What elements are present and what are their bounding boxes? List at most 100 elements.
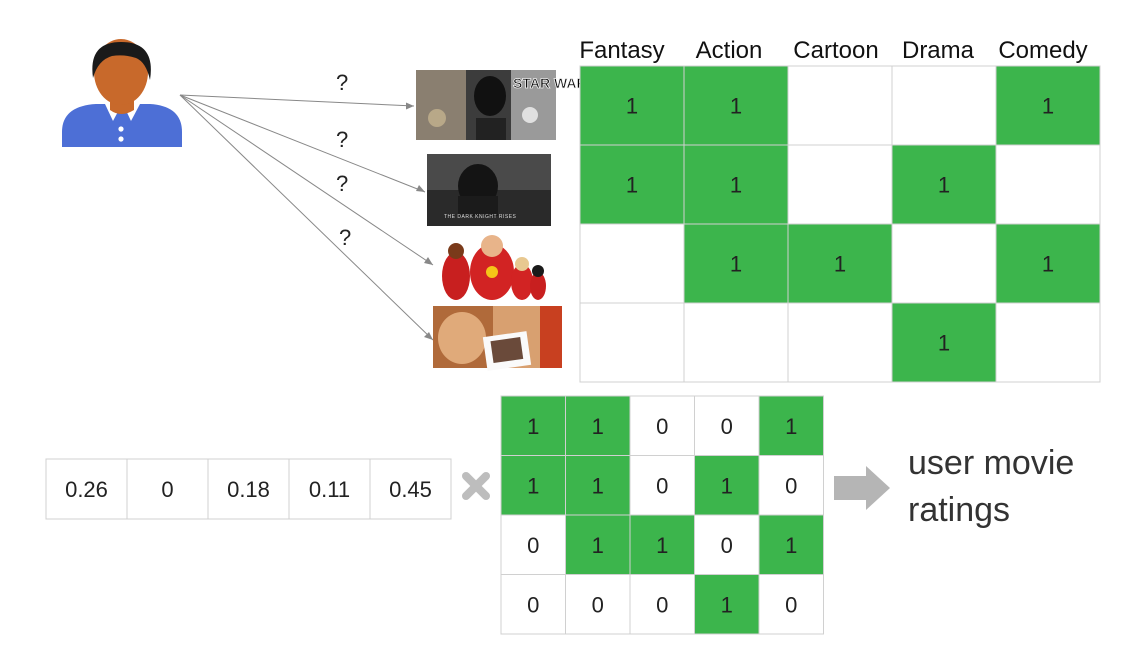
incredibles-poster[interactable] <box>434 228 548 300</box>
connector-arrowheads <box>406 102 433 340</box>
binary-cell-value: 0 <box>656 592 668 617</box>
vector-value: 0.45 <box>389 477 432 502</box>
binary-cell-value: 0 <box>721 414 733 439</box>
vector-cell <box>369 458 452 520</box>
genre-cell <box>579 302 685 383</box>
binary-cell <box>694 514 760 575</box>
star-wars-poster[interactable]: STAR WARS <box>416 70 596 140</box>
genre-cell <box>683 144 789 225</box>
vector-value: 0.18 <box>227 477 270 502</box>
binary-cell <box>565 455 631 516</box>
vector-cell <box>207 458 290 520</box>
binary-cell <box>565 395 631 456</box>
memento-poster[interactable] <box>433 306 562 371</box>
binary-cell-value: 1 <box>721 592 733 617</box>
vector-value: 0.26 <box>65 477 108 502</box>
genre-cell <box>683 302 789 383</box>
genre-cell <box>995 65 1101 146</box>
binary-cell <box>500 455 566 516</box>
genre-cell-value: 1 <box>938 173 950 198</box>
vector-cell <box>45 458 128 520</box>
binary-cell-value: 0 <box>527 592 539 617</box>
binary-cell-value: 0 <box>785 592 797 617</box>
vector-value: 0.11 <box>309 477 350 502</box>
dark-knight-title: THE DARK KNIGHT RISES <box>444 214 517 220</box>
genre-cell-value: 1 <box>626 94 638 119</box>
genre-cell <box>891 302 997 383</box>
question-mark-3: ? <box>336 171 348 196</box>
right-arrow-icon <box>834 466 890 510</box>
genre-cell <box>683 223 789 304</box>
binary-cell <box>565 514 631 575</box>
genre-header-cartoon: Cartoon <box>793 37 878 64</box>
binary-cell <box>758 514 824 575</box>
binary-cell-value: 0 <box>527 533 539 558</box>
genre-cells: 1 1 1 1 1 1 1 1 1 1 <box>579 65 1101 383</box>
genre-cell <box>891 65 997 146</box>
genre-header-comedy: Comedy <box>998 37 1087 64</box>
binary-cell <box>500 574 566 635</box>
question-mark-2: ? <box>336 127 348 152</box>
genre-cell <box>891 223 997 304</box>
genre-cell <box>787 144 893 225</box>
binary-cell-value: 1 <box>721 473 733 498</box>
question-mark-1: ? <box>336 70 348 95</box>
binary-cell <box>629 574 695 635</box>
binary-cell <box>694 455 760 516</box>
genre-cell-value: 1 <box>938 331 950 356</box>
genre-header-drama: Drama <box>902 37 975 64</box>
connector-line-2 <box>179 94 426 193</box>
genre-cell <box>787 302 893 383</box>
genre-cell-value: 1 <box>1042 252 1054 277</box>
binary-cell <box>500 395 566 456</box>
binary-cell-value: 0 <box>785 473 797 498</box>
binary-cell-value: 1 <box>785 533 797 558</box>
connector-line-3 <box>179 94 434 266</box>
genre-cell <box>787 65 893 146</box>
binary-cell-value: 1 <box>656 533 668 558</box>
binary-cell <box>565 574 631 635</box>
binary-cell <box>758 455 824 516</box>
binary-cell <box>758 574 824 635</box>
genre-header-fantasy: Fantasy <box>579 37 664 64</box>
connector-line-1 <box>179 94 415 107</box>
binary-cell <box>694 395 760 456</box>
binary-cell <box>694 574 760 635</box>
genre-cell-value: 1 <box>730 94 742 119</box>
connector-lines <box>179 94 434 341</box>
binary-cell-value: 1 <box>592 533 604 558</box>
user-avatar-icon <box>62 39 182 147</box>
genre-headers: Fantasy Action Cartoon Drama Comedy <box>579 37 1087 64</box>
genre-header-action: Action <box>696 37 763 64</box>
genre-cell-value: 1 <box>834 252 846 277</box>
star-wars-logo: STAR WARS <box>513 75 596 91</box>
binary-cell-value: 1 <box>527 414 539 439</box>
binary-cell-value: 1 <box>592 414 604 439</box>
result-label-line-1: user movie <box>908 444 1074 482</box>
genre-cell <box>995 144 1101 225</box>
binary-cell-value: 0 <box>592 592 604 617</box>
result-label-line-2: ratings <box>908 491 1010 529</box>
genre-cell <box>995 302 1101 383</box>
multiply-icon <box>462 472 490 500</box>
binary-cell-value: 1 <box>527 473 539 498</box>
binary-cell-value: 0 <box>656 473 668 498</box>
connector-line-4 <box>179 94 434 341</box>
binary-genre-matrix: 1 1 0 0 1 1 1 0 1 0 0 1 1 0 1 0 0 0 1 0 <box>500 395 824 635</box>
binary-cell <box>629 395 695 456</box>
dark-knight-rises-poster[interactable]: THE DARK KNIGHT RISES <box>427 154 551 226</box>
binary-cell-value: 0 <box>721 533 733 558</box>
genre-cell <box>787 223 893 304</box>
binary-cell-value: 0 <box>656 414 668 439</box>
vector-cell <box>126 458 209 520</box>
binary-cell-value: 1 <box>592 473 604 498</box>
binary-cell-value: 1 <box>785 414 797 439</box>
user-preference-vector: 0.26 0 0.18 0.11 0.45 <box>45 458 452 520</box>
genre-cell <box>579 223 685 304</box>
genre-cell <box>683 65 789 146</box>
genre-cell-value: 1 <box>730 252 742 277</box>
genre-cell-value: 1 <box>626 173 638 198</box>
vector-value: 0 <box>161 477 173 502</box>
genre-cell-value: 1 <box>1042 94 1054 119</box>
